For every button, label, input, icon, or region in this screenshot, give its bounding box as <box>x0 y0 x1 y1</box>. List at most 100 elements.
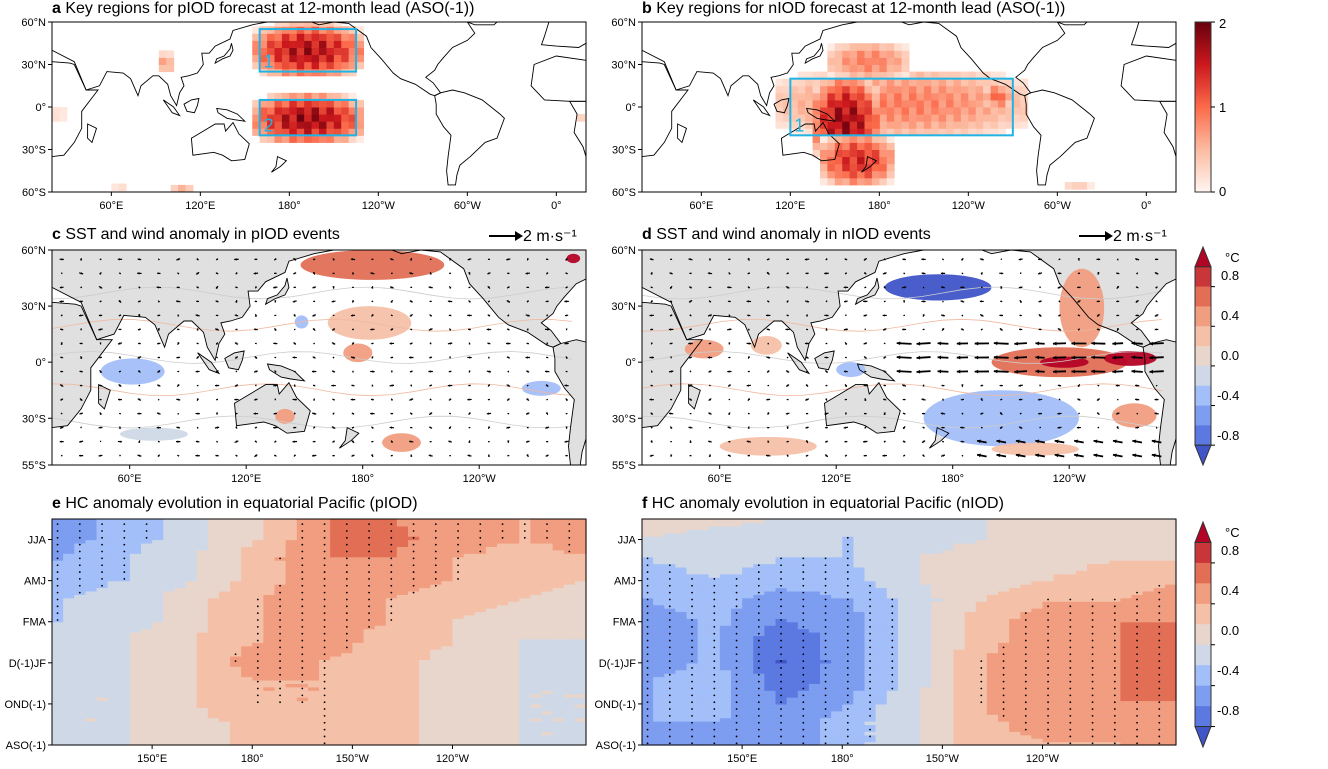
heat-cell <box>812 149 821 158</box>
hc-cell <box>218 717 231 722</box>
hc-cell <box>207 690 220 695</box>
hc-cell <box>252 628 264 633</box>
hc-cell <box>474 659 487 664</box>
heat-cell <box>894 128 903 136</box>
heat-cell <box>834 99 843 108</box>
wind-vector-head <box>350 258 354 261</box>
heat-cell <box>901 114 910 122</box>
heat-cell <box>820 135 828 143</box>
hc-cell <box>563 669 576 674</box>
significance-dot <box>301 653 304 656</box>
hc-cell <box>118 662 131 667</box>
wind-vector-head <box>1136 286 1139 289</box>
hc-cell <box>530 707 543 712</box>
hc-cell <box>330 652 342 657</box>
hc-cell <box>307 734 320 739</box>
heat-cell <box>289 54 298 63</box>
wind-vector-head <box>119 440 123 443</box>
hc-cell <box>485 693 498 698</box>
wind-vector-head <box>1078 412 1080 414</box>
wind-vector-head <box>942 454 945 457</box>
significance-dot <box>323 694 326 697</box>
hc-cell <box>263 655 276 660</box>
heat-cell <box>864 177 873 186</box>
hc-cell <box>319 662 331 667</box>
hc-cell <box>129 734 142 739</box>
heat-cell <box>960 107 969 115</box>
heat-cell <box>827 149 836 158</box>
hc-cell <box>485 738 498 743</box>
wind-vector-head <box>79 454 82 457</box>
hc-cell <box>263 707 276 712</box>
hc-cell <box>152 741 164 746</box>
hc-cell <box>141 632 153 637</box>
hc-cell <box>363 638 376 643</box>
wind-vector-head <box>902 398 905 401</box>
hc-cell <box>230 621 242 626</box>
heat-cell <box>886 57 895 65</box>
coastline-europe <box>1283 250 1328 284</box>
hc-cell <box>52 700 64 705</box>
hc-cell <box>52 697 64 702</box>
heat-cell <box>916 114 925 122</box>
significance-dot <box>301 680 304 683</box>
heat-cell <box>834 64 843 73</box>
wind-vector-head <box>1116 426 1119 429</box>
heat-cell <box>894 92 903 101</box>
hc-cell <box>419 625 431 630</box>
hc-cell <box>285 714 298 719</box>
wind-vector-head <box>961 314 963 317</box>
wind-vector-head <box>293 286 296 289</box>
hc-cell <box>185 676 198 681</box>
hc-cell <box>96 676 109 681</box>
hc-cell <box>530 710 543 715</box>
heat-cell <box>894 78 903 87</box>
heat-cell <box>311 33 320 41</box>
hc-cell <box>341 621 353 626</box>
heat-cell <box>916 121 925 129</box>
hc-cell <box>174 727 187 732</box>
wind-vector-head <box>979 300 982 303</box>
hc-cell <box>85 724 98 729</box>
wind-vector-head <box>448 426 451 429</box>
wind-vector-head <box>195 370 198 373</box>
heat-cell <box>805 121 814 129</box>
significance-dot <box>301 687 304 690</box>
hc-cell <box>185 649 198 654</box>
hc-cell <box>207 731 220 736</box>
hc-cell <box>74 597 86 602</box>
hc-cell <box>163 614 175 619</box>
hc-cell <box>218 738 231 743</box>
significance-dot <box>256 612 259 615</box>
heat-cell <box>341 128 350 136</box>
hc-cell <box>330 673 342 678</box>
wind-vector-head <box>313 343 315 345</box>
significance-dot <box>323 612 326 615</box>
heat-cell <box>864 78 873 87</box>
wind-vector-head <box>1052 355 1057 360</box>
significance-dot <box>279 687 281 690</box>
hc-cell <box>152 608 164 613</box>
hc-cell <box>285 649 298 654</box>
heat-cell <box>827 85 836 94</box>
wind-vector-head <box>487 272 490 275</box>
hc-cell <box>274 614 287 619</box>
heat-cell <box>842 177 851 186</box>
hc-cell <box>263 614 276 619</box>
hc-cell <box>63 621 75 626</box>
hc-cell <box>118 614 131 619</box>
hc-cell <box>163 604 175 609</box>
wind-vector-head <box>1116 300 1119 303</box>
hc-cell <box>74 611 86 616</box>
wind-vector-head <box>1135 384 1138 387</box>
hc-cell <box>485 690 498 695</box>
heat-cell <box>166 64 175 73</box>
hc-cell <box>296 727 309 732</box>
wind-vector-head <box>864 398 867 401</box>
hc-cell <box>396 703 409 708</box>
hc-cell <box>374 738 387 743</box>
hc-cell <box>118 724 131 729</box>
sst-anomaly-patch <box>521 380 561 396</box>
hc-cell <box>241 703 253 708</box>
heat-cell <box>827 64 836 73</box>
